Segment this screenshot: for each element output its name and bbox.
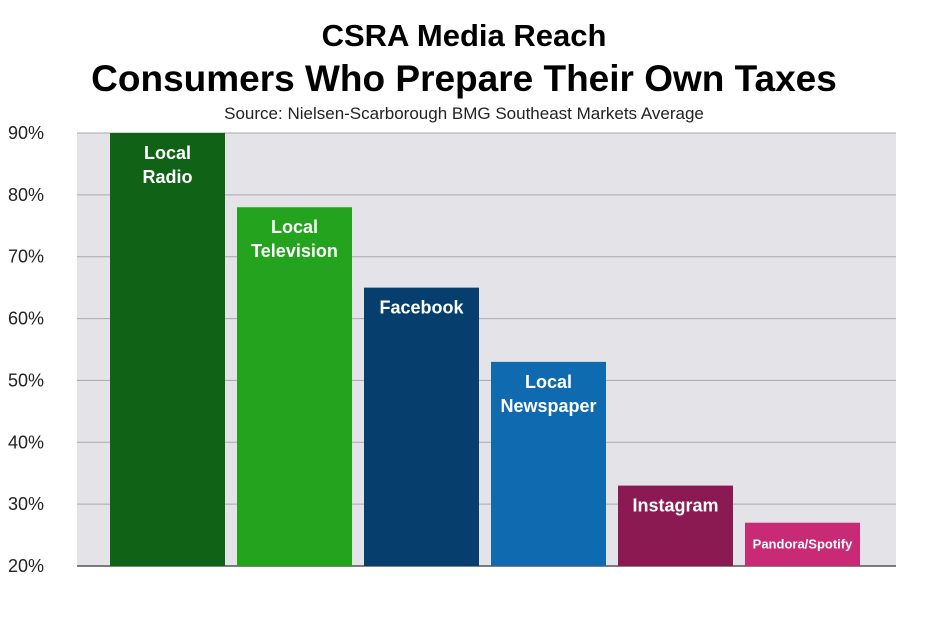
chart-headline: Consumers Who Prepare Their Own Taxes (91, 58, 837, 99)
chart-title: CSRA Media Reach (321, 18, 607, 53)
bar (491, 361, 606, 566)
bar-label: Local (144, 143, 191, 163)
y-tick-label: 40% (8, 432, 44, 452)
bar-label: Radio (142, 167, 192, 187)
bar (618, 485, 733, 566)
bar (364, 287, 479, 566)
y-tick-label: 80% (8, 185, 44, 205)
y-tick-label: 60% (8, 309, 44, 329)
chart-source: Source: Nielsen-Scarborough BMG Southeas… (224, 104, 704, 123)
bar-label: Local (271, 217, 318, 237)
bar-label: Newspaper (500, 396, 596, 416)
y-tick-label: 20% (8, 556, 44, 576)
bar-label: Local (525, 372, 572, 392)
bar (110, 133, 225, 566)
y-tick-label: 50% (8, 370, 44, 390)
bar-label: Facebook (379, 298, 464, 318)
y-tick-label: 90% (8, 123, 44, 143)
bar-label: Television (251, 241, 338, 261)
bar (237, 207, 352, 566)
y-tick-label: 70% (8, 247, 44, 267)
bar-label: Pandora/Spotify (753, 537, 853, 552)
bar-label: Instagram (632, 496, 718, 516)
y-tick-label: 30% (8, 494, 44, 514)
bar (745, 522, 860, 566)
